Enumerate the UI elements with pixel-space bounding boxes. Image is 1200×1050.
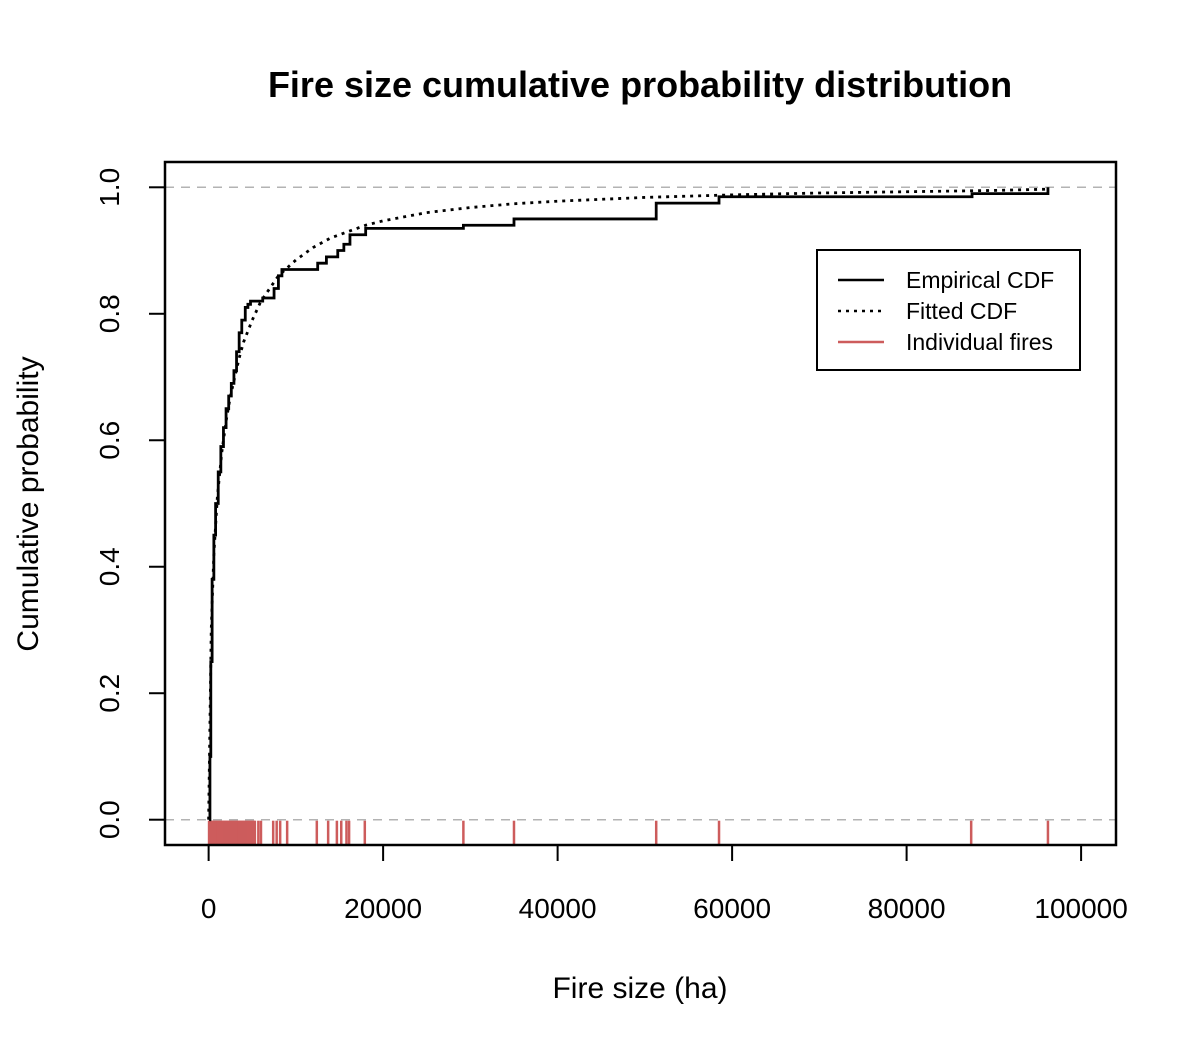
legend: Empirical CDF Fitted CDF Individual fire… [816,249,1081,371]
y-tick-label: 0.0 [94,800,125,839]
series-lines [207,187,1050,822]
legend-box [816,249,1081,371]
y-tick-label: 0.8 [94,294,125,333]
legend-label-fitted: Fitted CDF [906,298,1017,324]
y-tick-label: 0.2 [94,674,125,713]
y-tick-label: 0.4 [94,547,125,586]
legend-label-empirical: Empirical CDF [906,267,1054,293]
rug-ticks [207,820,1050,846]
legend-label-fires: Individual fires [906,329,1053,355]
x-axis-label: Fire size (ha) [552,972,727,1005]
y-axis: 0.0 0.2 0.4 0.6 0.8 1.0 [94,168,166,839]
fitted-cdf-line [207,187,1048,820]
reference-lines [165,186,1116,821]
x-axis: 0 20000 40000 60000 80000 100000 [201,844,1128,924]
x-tick-label: 40000 [519,893,597,924]
chart-title: Fire size cumulative probability distrib… [268,64,1012,105]
y-tick-label: 0.6 [94,421,125,460]
x-tick-label: 80000 [868,893,946,924]
x-tick-label: 60000 [693,893,771,924]
empirical-cdf-line [208,187,1050,822]
x-tick-label: 0 [201,893,217,924]
y-axis-label: Cumulative probability [12,356,45,651]
x-tick-label: 100000 [1034,893,1127,924]
y-tick-label: 1.0 [94,168,125,207]
x-tick-label: 20000 [344,893,422,924]
